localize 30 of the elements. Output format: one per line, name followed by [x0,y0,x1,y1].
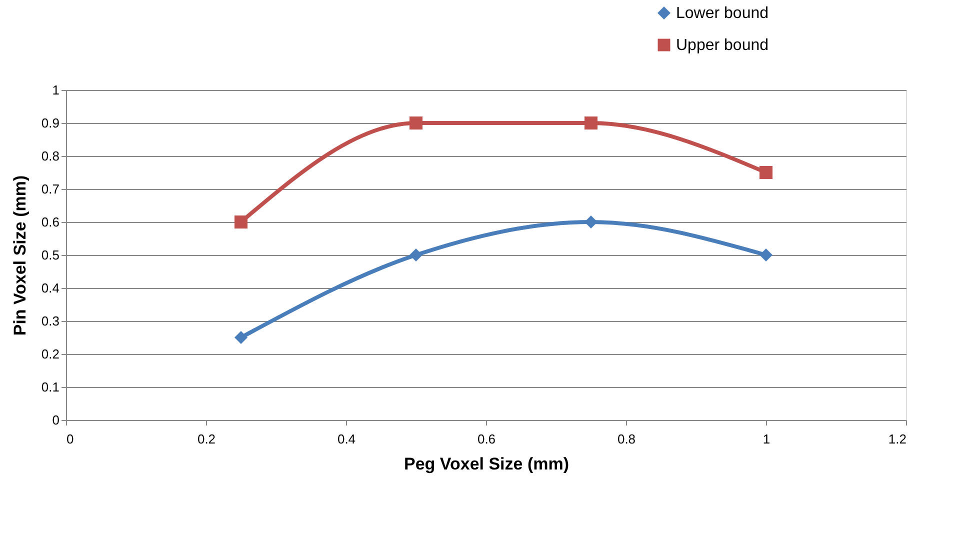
y-tick-label: 0.9 [41,116,60,130]
y-tick-label: 0.8 [41,148,60,164]
y-tick-label: 0.3 [41,314,60,328]
y-tick-label: 0.4 [41,280,60,296]
x-tick-label: 1 [762,432,770,446]
legend-label: Lower bound [676,5,769,22]
point [759,166,773,180]
x-axis-title: Peg Voxel Size (mm) [404,454,570,474]
y-tick-label: 0.7 [41,182,60,196]
x-tick-label: 0.4 [337,432,356,446]
point [234,215,248,229]
x-tick-label: 0 [66,432,74,446]
point [409,248,423,262]
point [759,248,773,262]
y-tick-label: 0.5 [41,248,60,262]
y-tick-label: 0.6 [41,214,60,230]
y-tick-label: 1 [52,82,60,98]
x-tick-label: 0.8 [617,432,636,446]
x-tick-label: 0.6 [477,432,496,446]
legend-label: Upper bound [676,37,769,54]
point [234,330,248,344]
y-tick-label: 0 [52,412,60,428]
y-tick-label: 0.1 [41,380,60,394]
y-axis-title: Pin Voxel Size (mm) [10,175,30,336]
point [584,116,598,130]
point [409,116,423,130]
x-tick-label: 1.2 [888,432,906,446]
y-tick-label: 0.2 [41,346,60,362]
point [584,215,598,229]
x-tick-label: 0.2 [197,432,216,446]
